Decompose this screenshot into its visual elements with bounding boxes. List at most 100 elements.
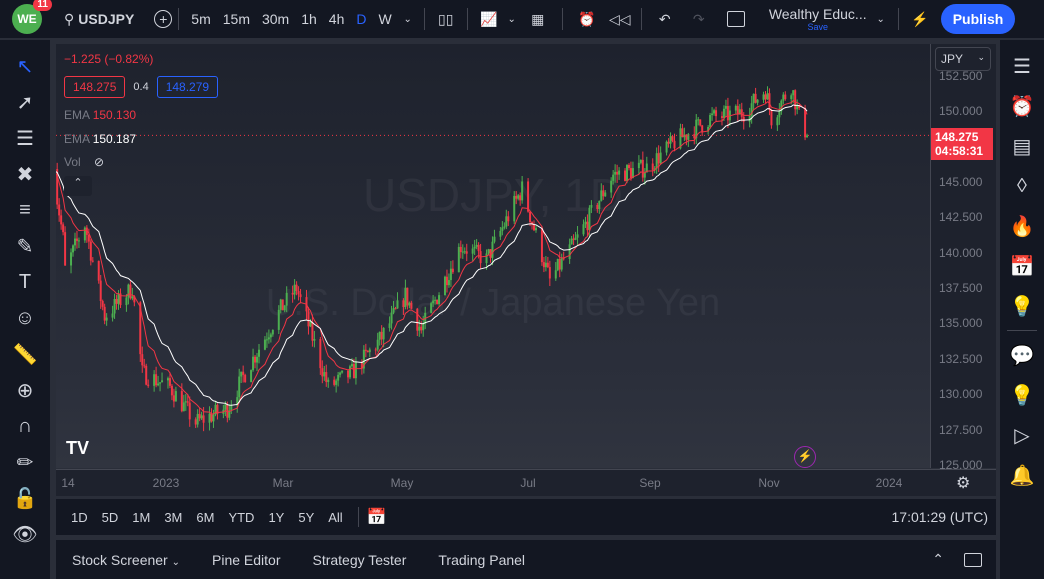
candle-body (129, 284, 132, 299)
ema-fast-legend[interactable]: EMA 150.130 (64, 108, 137, 122)
save-button[interactable]: Save (807, 22, 828, 32)
pattern-icon[interactable]: ✖ (16, 163, 34, 186)
candle-body (432, 300, 435, 304)
collapse-legend-button[interactable]: ⌃ (64, 176, 92, 196)
ideas-icon[interactable]: 💡 (1009, 295, 1035, 318)
candle-body (174, 391, 177, 402)
goto-date-icon[interactable]: 📅 (366, 509, 387, 526)
compare-symbol-button[interactable]: + (154, 0, 173, 38)
candle-body (323, 372, 326, 377)
streams-icon[interactable]: 💡 (1009, 384, 1035, 407)
candle-body (685, 134, 688, 140)
indicators-dropdown[interactable]: ⌄ (507, 13, 516, 25)
layout-dropdown[interactable]: ⌄ (876, 13, 885, 25)
hotlist-icon[interactable]: 🔥 (1009, 215, 1035, 238)
interval-dropdown[interactable]: ⌄ (403, 13, 412, 25)
ruler-icon[interactable]: 📏 (12, 343, 38, 366)
candles-icon[interactable]: ▯▯ (438, 10, 454, 27)
tab-strategy-tester[interactable]: Strategy Tester (312, 551, 407, 568)
interval-1h[interactable]: 1h (301, 11, 317, 27)
candle-body (101, 301, 104, 307)
brush-icon[interactable]: ✎ (16, 235, 34, 258)
sell-price[interactable]: 148.275 (64, 76, 126, 98)
range-YTD[interactable]: YTD (228, 509, 255, 525)
chat-icon[interactable]: 💬 (1009, 344, 1035, 367)
candle-body (236, 397, 239, 406)
buy-price[interactable]: 148.279 (156, 76, 219, 98)
range-1M[interactable]: 1M (132, 509, 151, 525)
range-3M[interactable]: 3M (164, 509, 183, 525)
lightning-icon[interactable]: ⚡ (794, 446, 816, 468)
price-axis[interactable]: JPY ⌄ 152.500 150.000 145.000 142.500 140.000… (930, 44, 996, 472)
candle-body (643, 172, 646, 178)
currency-dropdown[interactable]: JPY ⌄ (935, 47, 991, 71)
news-icon[interactable]: ▤ (1012, 135, 1032, 158)
tab-pine-editor[interactable]: Pine Editor (212, 551, 281, 568)
emoji-icon[interactable]: ☺ (14, 306, 36, 329)
watchlist-icon[interactable]: ☰ (1013, 55, 1031, 78)
interval-30m[interactable]: 30m (261, 11, 290, 27)
candle-body (590, 204, 593, 208)
eye-icon[interactable]: 👁 (12, 523, 38, 546)
magnet-icon[interactable]: ∩ (17, 414, 33, 437)
cursor-icon[interactable]: ↖ (16, 55, 34, 78)
candle-body (325, 372, 328, 383)
range-1Y[interactable]: 1Y (268, 509, 285, 525)
calendar-icon[interactable]: 📅 (1009, 255, 1035, 278)
chart-pane[interactable]: USDJPY, 1D U.S. Dollar / Japanese Yen −1… (56, 44, 930, 468)
symbol-search[interactable]: ⚲ USDJPY (64, 10, 135, 28)
time-axis[interactable]: 14 2023 Mar May Jul Sep Nov 2024 ⚙ (56, 469, 996, 496)
tab-stock-screener[interactable]: Stock Screener ⌄ (72, 551, 180, 568)
range-5D[interactable]: 5D (101, 509, 119, 525)
alert-icon[interactable]: ⏰ (578, 10, 596, 27)
fullscreen-icon[interactable] (716, 0, 756, 38)
layout-name[interactable]: Wealthy Educ... Save (766, 6, 870, 32)
interval-15m[interactable]: 15m (222, 11, 250, 27)
broadcast-icon[interactable]: ▷ (1014, 424, 1030, 447)
publish-button[interactable]: Publish (940, 4, 1016, 34)
expand-panel-icon[interactable]: ⌃ (932, 551, 944, 567)
undo-icon[interactable]: ↶ (658, 10, 671, 27)
volume-legend[interactable]: Vol ⊘ (64, 155, 105, 169)
text-icon[interactable]: T (18, 270, 32, 293)
range-1D[interactable]: 1D (71, 509, 88, 525)
quick-search-icon[interactable]: ⚡ (911, 10, 929, 27)
interval-4h[interactable]: 4h (328, 11, 345, 27)
settings-icon[interactable]: ⚙ (956, 475, 971, 492)
trendline-icon[interactable]: ➚ (16, 91, 34, 114)
plus-circle-icon: + (154, 10, 173, 28)
fib-icon[interactable]: ☰ (16, 127, 34, 150)
lock-drawing-icon[interactable]: ✏ (16, 451, 34, 474)
projection-icon[interactable]: ≡ (19, 198, 31, 221)
candle-body (382, 327, 385, 340)
indicators-icon[interactable]: 📈 (480, 10, 498, 27)
ema-slow-legend[interactable]: EMA 150.187 (64, 132, 137, 146)
interval-D[interactable]: D (356, 11, 367, 27)
eye-off-icon[interactable]: ⊘ (94, 155, 105, 169)
redo-icon[interactable]: ↷ (692, 10, 705, 27)
layers-icon[interactable]: ◊ (1017, 174, 1027, 197)
replay-icon[interactable]: ◁◁ (608, 10, 631, 27)
candle-body (210, 413, 213, 422)
time-tick: 14 (61, 476, 75, 490)
tab-trading-panel[interactable]: Trading Panel (438, 551, 526, 568)
clock[interactable]: 17:01:29 (UTC) (891, 509, 988, 525)
candle-body (242, 371, 245, 375)
notifications-icon[interactable]: 🔔 (1009, 464, 1035, 487)
zoom-icon[interactable]: ⊕ (16, 379, 34, 402)
layouts-icon[interactable]: ▦ (531, 10, 545, 27)
ema-slow-line (56, 104, 808, 406)
maximize-panel-icon[interactable] (964, 552, 982, 567)
range-6M[interactable]: 6M (196, 509, 215, 525)
lock-icon[interactable]: 🔓 (12, 487, 38, 510)
avatar[interactable]: WE 11 (12, 0, 52, 34)
candle-body (724, 106, 727, 109)
candle-body (240, 371, 243, 377)
candle-body (683, 134, 686, 138)
interval-W[interactable]: W (378, 11, 392, 27)
range-All[interactable]: All (328, 509, 343, 525)
alarm-icon[interactable]: ⏰ (1009, 95, 1035, 118)
interval-5m[interactable]: 5m (191, 11, 211, 27)
candle-body (568, 244, 571, 259)
range-5Y[interactable]: 5Y (298, 509, 315, 525)
